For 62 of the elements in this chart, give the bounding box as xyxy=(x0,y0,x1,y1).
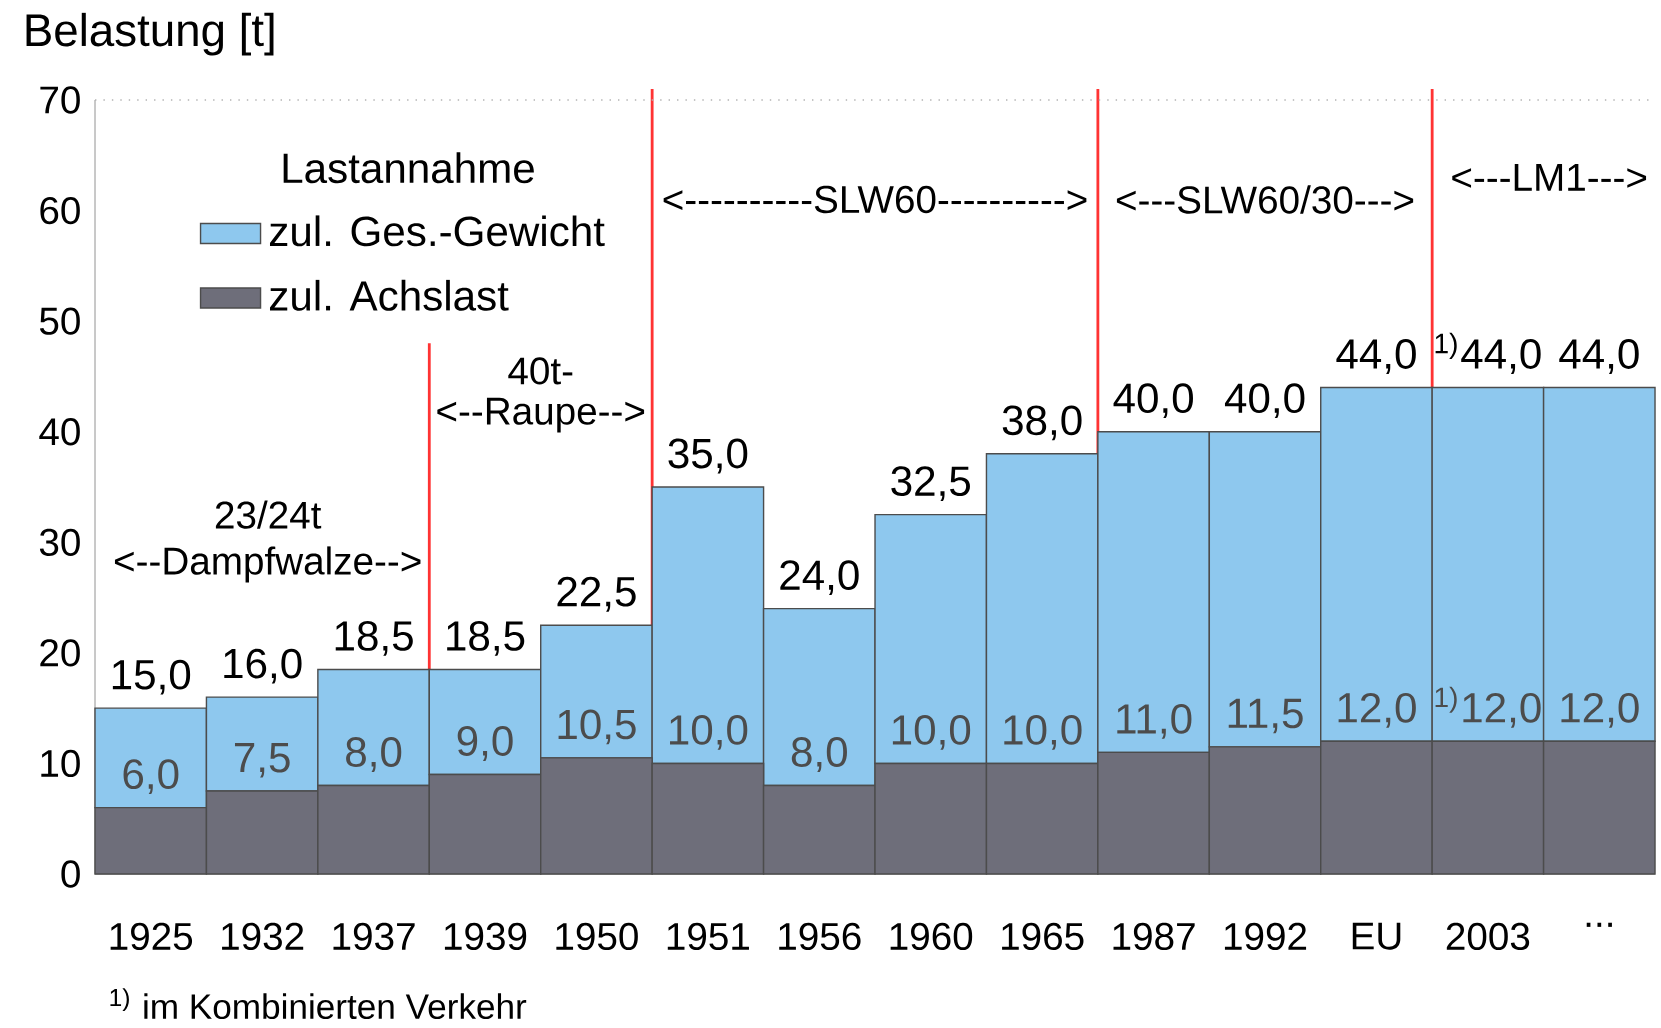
annotation: <--Dampfwalze--> xyxy=(114,546,421,583)
x-tick-label: EU xyxy=(1352,922,1401,950)
x-tick-label: ... xyxy=(1586,922,1612,927)
y-tick-label: 30 xyxy=(39,528,80,556)
legend-label: zul. Ges.-Gewicht xyxy=(269,215,605,247)
data-label: 10,0 xyxy=(670,715,748,750)
x-tick-label: 1956 xyxy=(779,922,861,951)
y-tick-label: 40 xyxy=(39,418,80,446)
x-tick-label: 1960 xyxy=(890,922,973,951)
x-tick-label: 1987 xyxy=(1113,922,1195,951)
total-label: 18,5 xyxy=(335,621,413,656)
y-tick-label: 10 xyxy=(41,749,80,778)
data-label: 12,0 xyxy=(1338,692,1416,728)
data-label: 7,5 xyxy=(234,743,290,778)
data-label: 6,0 xyxy=(123,759,179,795)
total-label: 24,0 xyxy=(780,560,859,596)
data-label: 11,0 xyxy=(1117,703,1192,739)
total-label: 44,0 xyxy=(1559,339,1639,374)
annotation: <---SLW60/30---> xyxy=(1116,185,1414,214)
annotation: <---LM1---> xyxy=(1452,164,1647,191)
annotation: 23/24t xyxy=(215,500,322,529)
total-label: 32,5 xyxy=(891,466,970,502)
data-label: 12,0 xyxy=(1561,692,1639,728)
total-label: 18,5 xyxy=(447,621,525,656)
y-tick-label: 50 xyxy=(39,307,80,335)
total-label: $^{1)}$44,0 xyxy=(1435,332,1541,374)
total-label: 22,5 xyxy=(557,576,636,612)
data-label: 8,0 xyxy=(346,737,402,772)
y-tick-label: 20 xyxy=(40,639,80,667)
data-label: 10,0 xyxy=(892,715,971,750)
data-label: 8,0 xyxy=(791,737,847,772)
total-label: 44,0 xyxy=(1336,339,1416,374)
x-tick-label: 1939 xyxy=(444,922,527,951)
x-tick-label: 1951 xyxy=(667,922,749,951)
y-tick-label: 70 xyxy=(40,86,80,114)
text: $^{1)}$ im Kombinierten Verkehr xyxy=(110,988,527,1020)
total-label: 40,0 xyxy=(1224,383,1305,419)
annotation: 40t- xyxy=(508,357,573,385)
legend-label: zul. Achslast xyxy=(269,279,509,311)
annotation: <--Raupe--> xyxy=(437,397,645,433)
data-label: 10,5 xyxy=(558,709,636,745)
x-tick-label: 1937 xyxy=(333,922,415,951)
x-tick-label: 1992 xyxy=(1224,922,1307,951)
x-tick-label: 1965 xyxy=(1002,922,1084,951)
x-tick-label: 1950 xyxy=(556,922,638,951)
y-tick-label: 0 xyxy=(61,860,80,888)
data-label: 9,0 xyxy=(457,726,513,761)
data-label: 11,5 xyxy=(1228,698,1303,734)
legend-title: Lastannahme xyxy=(283,152,534,184)
total-label: 16,0 xyxy=(224,648,302,684)
x-tick-label: 2003 xyxy=(1446,922,1530,951)
total-label: 15,0 xyxy=(112,659,191,695)
data-label: 10,0 xyxy=(1004,715,1082,750)
y-axis-title: Belastung [t] xyxy=(26,12,274,56)
x-tick-label: 1932 xyxy=(222,922,304,951)
y-tick-label: 60 xyxy=(40,196,80,225)
data-label: $^{1)}$12,0 xyxy=(1435,686,1541,728)
total-label: 40,0 xyxy=(1113,383,1193,419)
total-label: 35,0 xyxy=(668,438,748,474)
annotation: <----------SLW60----------> xyxy=(663,185,1087,214)
total-label: 38,0 xyxy=(1002,405,1082,441)
x-tick-label: 1925 xyxy=(110,922,193,951)
